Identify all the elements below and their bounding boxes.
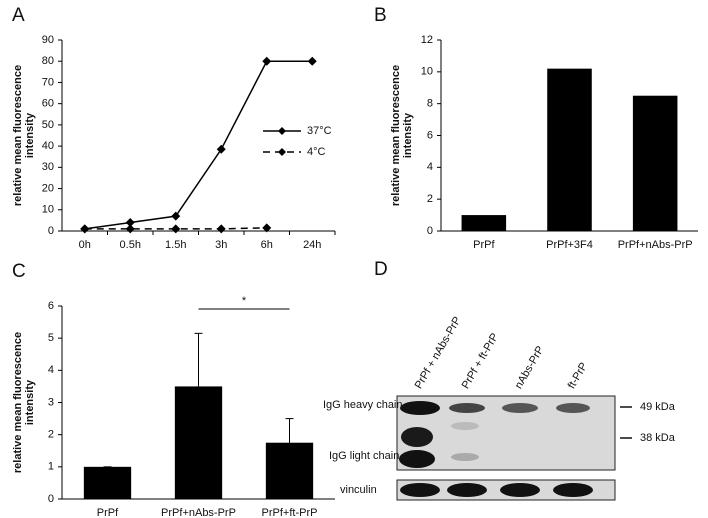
point-marker [125, 218, 135, 228]
significance-label: * [242, 295, 247, 307]
x-tick-label: 1.5h [165, 239, 186, 251]
panel-label: C [12, 261, 26, 282]
blot-panel: D PrPf + nAbs-PrP PrPf + ft-PrP nAbs-PrP… [323, 259, 676, 501]
band [449, 403, 485, 413]
y-tick-label: 20 [42, 182, 54, 194]
lane-label: PrPf + ft-PrP [460, 331, 501, 391]
legend-marker [278, 127, 286, 135]
series-line [84, 60, 313, 230]
y-axis-label: intensity [24, 379, 36, 425]
panel-label: B [374, 5, 387, 26]
x-tick-label: PrPf+nAbs-PrP [618, 239, 693, 251]
y-axis-label: relative mean fluorescence [390, 65, 402, 206]
y-axis-label: intensity [402, 112, 414, 158]
marker-label: 38 kDa [640, 432, 676, 444]
lane-label: ft-PrP [566, 361, 590, 391]
x-tick-label: PrPf+nAbs-PrP [161, 507, 236, 518]
point-marker [216, 224, 226, 234]
point-marker [262, 223, 272, 233]
point-marker [80, 224, 90, 234]
y-tick-label: 3 [48, 396, 54, 408]
legend-label: 4°C [307, 146, 326, 158]
y-axis-label: relative mean fluorescence [12, 332, 24, 473]
point-marker [125, 224, 135, 234]
row-label: IgG heavy chain [323, 399, 403, 411]
row-label: vinculin [340, 484, 377, 496]
y-tick-label: 8 [427, 98, 433, 110]
y-tick-label: 40 [42, 140, 54, 152]
bar [547, 68, 592, 232]
y-axis-label: intensity [24, 112, 36, 158]
legend-label: 37°C [307, 125, 332, 137]
band [400, 401, 440, 415]
bar [632, 95, 678, 231]
band [401, 427, 433, 447]
x-tick-label: PrPf+ft-PrP [262, 507, 318, 518]
y-tick-label: 70 [42, 76, 54, 88]
x-tick-label: PrPf [97, 507, 119, 518]
y-axis-label: relative mean fluorescence [12, 65, 24, 206]
band [556, 403, 590, 413]
x-tick-label: 3h [215, 239, 227, 251]
x-tick-label: PrPf [473, 239, 495, 251]
y-tick-label: 6 [48, 300, 54, 312]
y-tick-label: 0 [48, 225, 54, 237]
y-tick-label: 90 [42, 34, 54, 46]
y-tick-label: 0 [48, 493, 54, 505]
y-tick-label: 80 [42, 55, 54, 67]
y-tick-label: 10 [421, 66, 433, 78]
lane-label: nAbs-PrP [513, 344, 547, 391]
band [447, 483, 487, 497]
bar [265, 442, 314, 499]
band [451, 453, 479, 461]
marker-label: 49 kDa [640, 401, 676, 413]
band [451, 422, 479, 430]
bar [174, 386, 223, 499]
band [400, 483, 440, 497]
row-label: IgG light chain [329, 450, 399, 462]
y-tick-label: 2 [427, 193, 433, 205]
y-tick-label: 2 [48, 429, 54, 441]
point-marker [171, 211, 181, 221]
panel-label: A [12, 5, 25, 26]
panel-label: D [374, 259, 388, 280]
point-marker [307, 56, 317, 66]
x-tick-label: 0.5h [120, 239, 141, 251]
y-tick-label: 30 [42, 161, 54, 173]
y-tick-label: 0 [427, 225, 433, 237]
point-marker [216, 144, 226, 154]
point-marker [262, 56, 272, 66]
y-tick-label: 5 [48, 332, 54, 344]
band [553, 483, 593, 497]
x-tick-label: PrPf+3F4 [546, 239, 593, 251]
bar [83, 466, 132, 499]
y-tick-label: 4 [48, 364, 54, 376]
band [399, 450, 435, 468]
band [502, 403, 538, 413]
lane-label: PrPf + nAbs-PrP [413, 315, 464, 391]
y-tick-label: 60 [42, 98, 54, 110]
y-tick-label: 1 [48, 461, 54, 473]
legend-marker [278, 148, 286, 156]
y-tick-label: 6 [427, 129, 433, 141]
band [500, 483, 540, 497]
bar [461, 215, 507, 231]
y-tick-label: 12 [421, 34, 433, 46]
x-tick-label: 24h [303, 239, 321, 251]
y-tick-label: 4 [427, 161, 433, 173]
x-tick-label: 0h [79, 239, 91, 251]
y-tick-label: 10 [42, 204, 54, 216]
point-marker [171, 224, 181, 234]
x-tick-label: 6h [261, 239, 273, 251]
y-tick-label: 50 [42, 119, 54, 131]
